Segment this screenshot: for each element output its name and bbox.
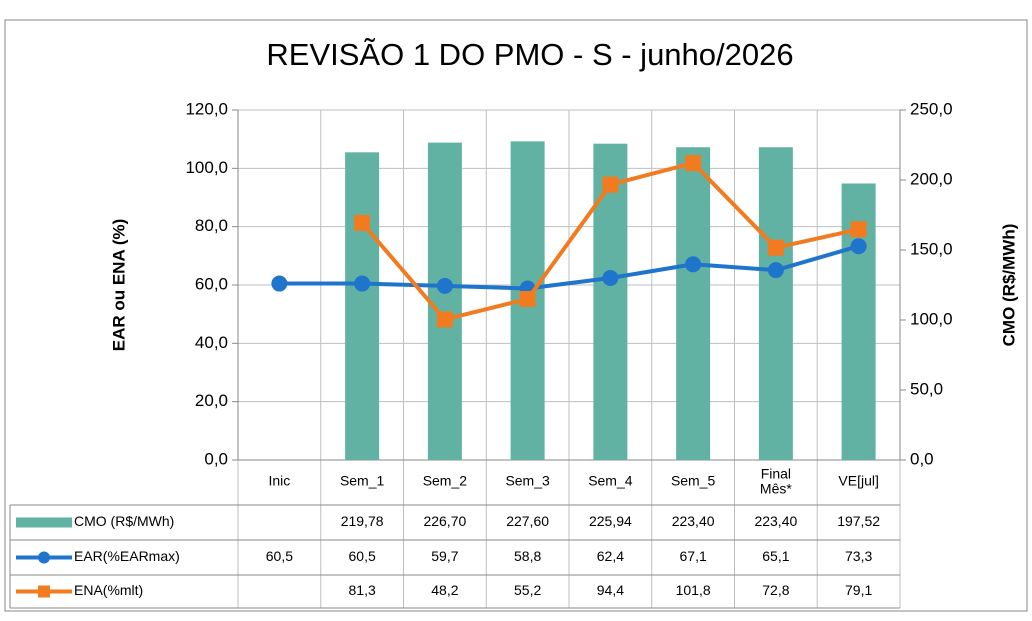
- table-value: 58,8: [514, 548, 541, 564]
- table-value: 73,3: [845, 548, 872, 564]
- marker: [354, 214, 371, 231]
- table-value: 60,5: [266, 548, 293, 564]
- y-tick-label: 60,0: [195, 274, 228, 293]
- table-value: 101,8: [676, 582, 711, 598]
- table-value: 219,78: [341, 513, 384, 529]
- table-value: 81,3: [349, 582, 376, 598]
- table-value: 227,60: [506, 513, 549, 529]
- table-value: 60,5: [349, 548, 376, 564]
- legend-marker: [38, 585, 50, 598]
- y-axis-label: EAR ou ENA (%): [109, 219, 128, 352]
- x-tick-label: Sem_3: [505, 473, 550, 489]
- y2-tick-label: 150,0: [910, 239, 953, 258]
- marker: [602, 270, 619, 286]
- y-tick-label: 120,0: [185, 99, 228, 118]
- marker: [767, 239, 784, 256]
- table-value: 225,94: [589, 513, 632, 529]
- legend-label: CMO (R$/MWh): [74, 513, 174, 529]
- marker: [519, 291, 536, 307]
- marker: [602, 176, 619, 193]
- table-value: 67,1: [680, 548, 707, 564]
- marker: [850, 221, 867, 238]
- table-value: 223,40: [672, 513, 715, 529]
- y2-tick-label: 0,0: [910, 449, 934, 468]
- bar: [345, 152, 380, 461]
- y-tick-label: 20,0: [195, 391, 228, 410]
- y2-tick-label: 100,0: [910, 309, 953, 328]
- y-tick-label: 40,0: [195, 333, 228, 352]
- y2-tick-label: 50,0: [910, 379, 943, 398]
- marker: [850, 238, 867, 255]
- table-value: 48,2: [431, 582, 458, 598]
- table-value: 55,2: [514, 582, 541, 598]
- marker: [685, 256, 702, 273]
- x-tick-label: VE[jul]: [838, 473, 878, 489]
- table-value: 223,40: [754, 513, 797, 529]
- y2-axis-label: CMO (R$/MWh): [999, 224, 1018, 347]
- x-tick-label: Final Mês*: [760, 465, 792, 496]
- y-tick-label: 0,0: [204, 449, 228, 468]
- bar: [758, 147, 793, 461]
- legend-swatch: [16, 517, 72, 528]
- marker: [271, 275, 288, 292]
- marker: [436, 277, 453, 294]
- marker: [354, 275, 371, 292]
- x-tick-label: Sem_1: [340, 473, 385, 489]
- legend-label: ENA(%mlt): [74, 582, 143, 598]
- x-tick-label: Sem_5: [671, 473, 716, 489]
- marker: [767, 262, 784, 279]
- x-tick-label: Sem_4: [588, 473, 633, 489]
- x-tick-label: Inic: [268, 473, 290, 489]
- line: [279, 244, 860, 291]
- marker: [436, 311, 453, 328]
- table-value: 65,1: [762, 548, 789, 564]
- legend-label: EAR(%EARmax): [74, 548, 180, 564]
- table-value: 62,4: [597, 548, 624, 564]
- table-value: 197,52: [837, 513, 880, 529]
- table-value: 226,70: [423, 513, 466, 529]
- bar: [676, 147, 711, 461]
- table-value: 94,4: [597, 582, 624, 598]
- y-tick-label: 80,0: [195, 216, 228, 235]
- bar: [427, 142, 462, 460]
- legend-marker: [38, 551, 50, 564]
- y-tick-label: 100,0: [185, 158, 228, 177]
- chart-title: REVISÃO 1 DO PMO - S - junho/2026: [266, 37, 793, 72]
- y2-tick-label: 250,0: [910, 99, 953, 118]
- bar: [593, 143, 628, 460]
- x-tick-label: Sem_2: [423, 473, 468, 489]
- table-value: 59,7: [431, 548, 458, 564]
- marker: [685, 155, 702, 172]
- table-value: 79,1: [845, 582, 872, 598]
- table-value: 72,8: [762, 582, 789, 598]
- y2-tick-label: 200,0: [910, 169, 953, 188]
